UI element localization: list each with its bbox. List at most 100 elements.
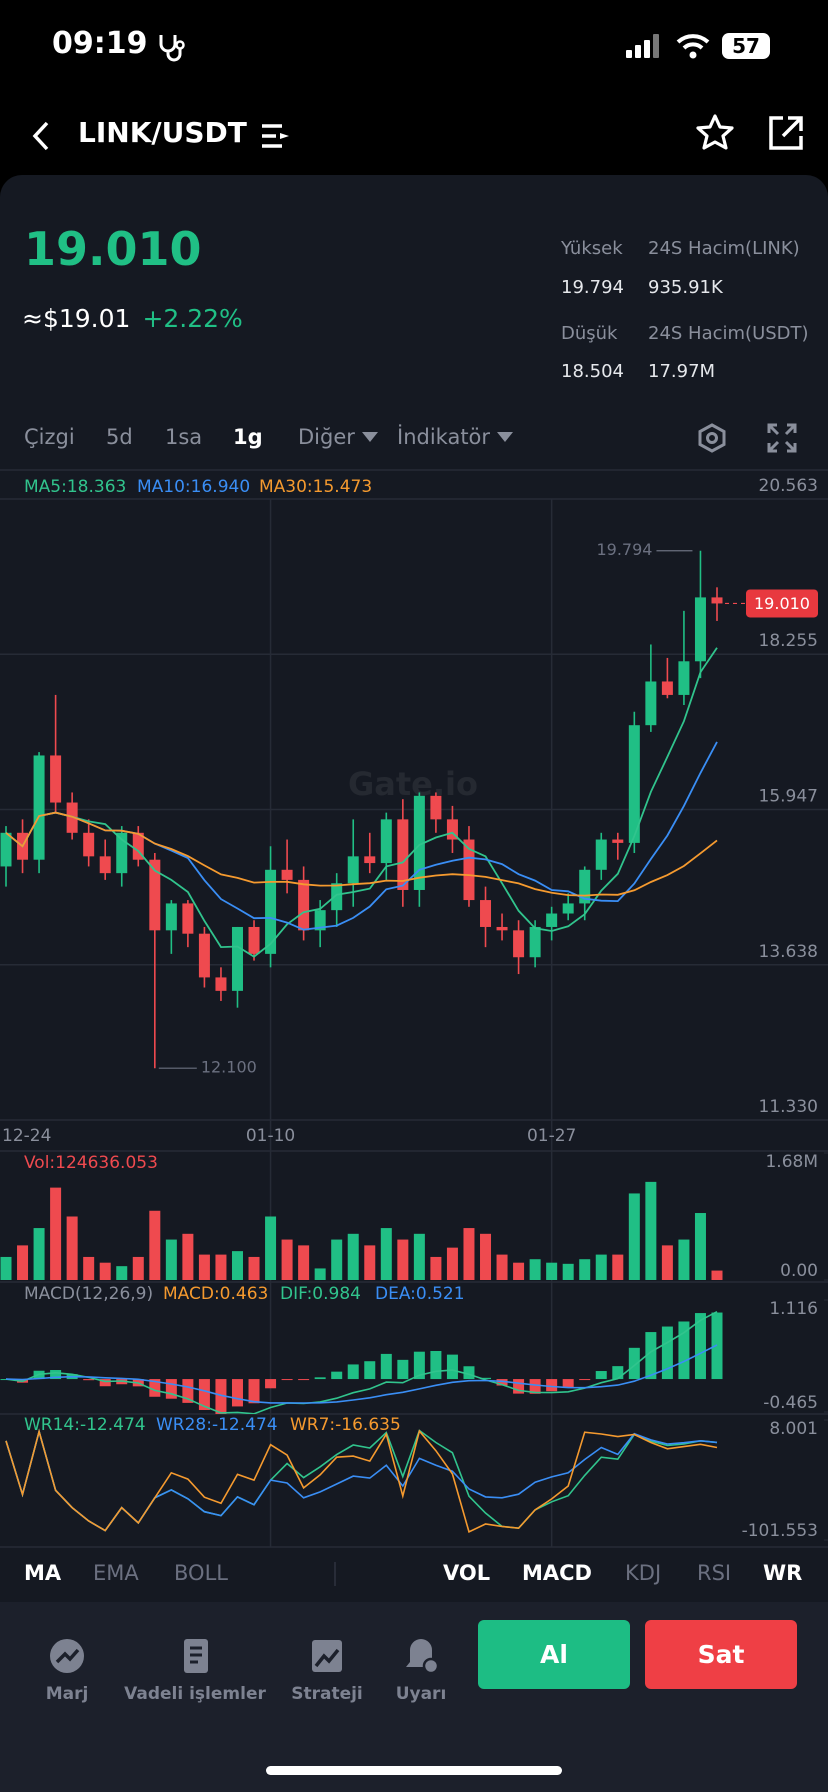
volume-bar (314, 1268, 326, 1280)
price-row: ≈$19.01 +2.22% (22, 304, 243, 333)
y-tick-label: 18.255 (759, 631, 818, 651)
volume-bar (529, 1259, 541, 1280)
interval-tab[interactable]: 1sa (165, 425, 202, 449)
candle-body (546, 913, 558, 927)
share-button[interactable] (766, 113, 806, 153)
indicator-tab[interactable]: EMA (93, 1561, 139, 1585)
macd-histogram (446, 1354, 458, 1380)
volume-bar (711, 1270, 723, 1280)
candle-body (298, 879, 310, 931)
interval-tab[interactable]: İndikatör (397, 425, 514, 449)
signal-icon (626, 34, 659, 58)
dif-line (5, 1310, 718, 1414)
indicator-tab[interactable]: VOL (443, 1561, 491, 1585)
y-tick-label: 11.330 (759, 1097, 818, 1117)
tab-label: 1g (233, 425, 263, 449)
volume-bar (380, 1228, 392, 1280)
nav-icon (50, 1639, 84, 1673)
usd-price: ≈$19.01 (22, 304, 131, 333)
candle-body (628, 725, 640, 843)
y-tick-label: 8.001 (769, 1419, 818, 1439)
candle-body (496, 926, 508, 931)
candle-body (562, 903, 574, 914)
indicator-tab[interactable]: BOLL (174, 1561, 228, 1585)
nav-item[interactable]: Strateji (252, 1636, 402, 1704)
candle-body (463, 839, 475, 901)
indicator-tab[interactable]: MACD (522, 1561, 592, 1585)
legend-entry: MACD:0.463 (163, 1284, 268, 1304)
candle-body (446, 819, 458, 840)
back-button[interactable] (30, 120, 52, 152)
nav-item[interactable]: Vadeli işlemler (120, 1636, 270, 1704)
macd-histogram (231, 1379, 243, 1407)
buy-button[interactable]: Al (478, 1620, 630, 1689)
nav-icon (184, 1639, 208, 1673)
indicator-tab[interactable]: KDJ (625, 1561, 662, 1585)
nav-label: Uyarı (395, 1684, 447, 1704)
macd-histogram (380, 1353, 392, 1380)
indicator-tab[interactable]: RSI (697, 1561, 732, 1585)
sell-button[interactable]: Sat (645, 1620, 797, 1689)
candle-body (182, 903, 194, 934)
nav-item[interactable]: Marj (0, 1636, 142, 1704)
volume-bar (298, 1245, 310, 1280)
volume-bar (579, 1259, 591, 1280)
candle-body (529, 926, 541, 958)
y-tick-label: 0.00 (780, 1261, 818, 1281)
indicator-tab[interactable]: MA (24, 1561, 62, 1585)
volume-bar (347, 1233, 359, 1280)
nav-item[interactable]: Uyarı (346, 1636, 496, 1704)
volume-bar (628, 1193, 640, 1280)
candle-body (33, 755, 45, 860)
candle-body (595, 839, 607, 870)
candle-body (50, 755, 62, 803)
nav-icon (312, 1640, 342, 1672)
wifi-icon (676, 34, 710, 59)
favorite-button[interactable] (695, 113, 735, 153)
volume-bar (364, 1245, 376, 1280)
macd-histogram (463, 1366, 475, 1380)
stat-value: 18.504 (561, 361, 624, 382)
pair-title[interactable]: LINK/USDT (78, 116, 247, 149)
macd-histogram (413, 1351, 425, 1380)
panel-title: Vol:124636.053 (24, 1153, 158, 1173)
candle-body (513, 930, 525, 958)
dropdown-arrow (497, 432, 514, 442)
pair-list-icon[interactable] (260, 122, 292, 150)
candle-body (0, 832, 12, 867)
interval-tab[interactable]: Diğer (298, 425, 379, 449)
macd-histogram (579, 1379, 591, 1381)
ma-line (5, 811, 718, 897)
macd-histogram (546, 1379, 558, 1392)
candle-body (99, 856, 111, 874)
stat-label: Yüksek (561, 238, 623, 259)
macd-histogram (612, 1366, 624, 1380)
fullscreen-button[interactable] (767, 423, 797, 453)
macd-histogram (529, 1379, 541, 1394)
candle-body (694, 597, 706, 662)
volume-bar (0, 1256, 12, 1280)
macd-histogram (281, 1379, 293, 1381)
dea-line (5, 1344, 718, 1404)
indicator-tab[interactable]: WR (763, 1561, 803, 1585)
volume-bar (413, 1233, 425, 1280)
candle-body (314, 910, 326, 931)
volume-bar (116, 1266, 128, 1280)
tab-label: Çizgi (24, 425, 75, 449)
last-price: 19.010 (24, 222, 202, 276)
tab-label: 1sa (165, 425, 203, 449)
candle-body (231, 926, 243, 991)
macd-histogram (314, 1377, 326, 1380)
x-tick-label: 12-24 (2, 1126, 51, 1146)
macd-plot (0, 1310, 723, 1414)
y-tick-label: -0.465 (763, 1393, 818, 1413)
volume-bar (17, 1245, 29, 1280)
interval-tab[interactable]: Çizgi (24, 425, 75, 449)
legend-entry: MA10:16.940 (137, 477, 250, 497)
interval-tab[interactable]: 5d (106, 425, 133, 449)
candle-body (83, 832, 95, 857)
settings-button[interactable] (697, 423, 727, 453)
dropdown-arrow (361, 432, 378, 442)
interval-tab[interactable]: 1g (233, 425, 263, 449)
